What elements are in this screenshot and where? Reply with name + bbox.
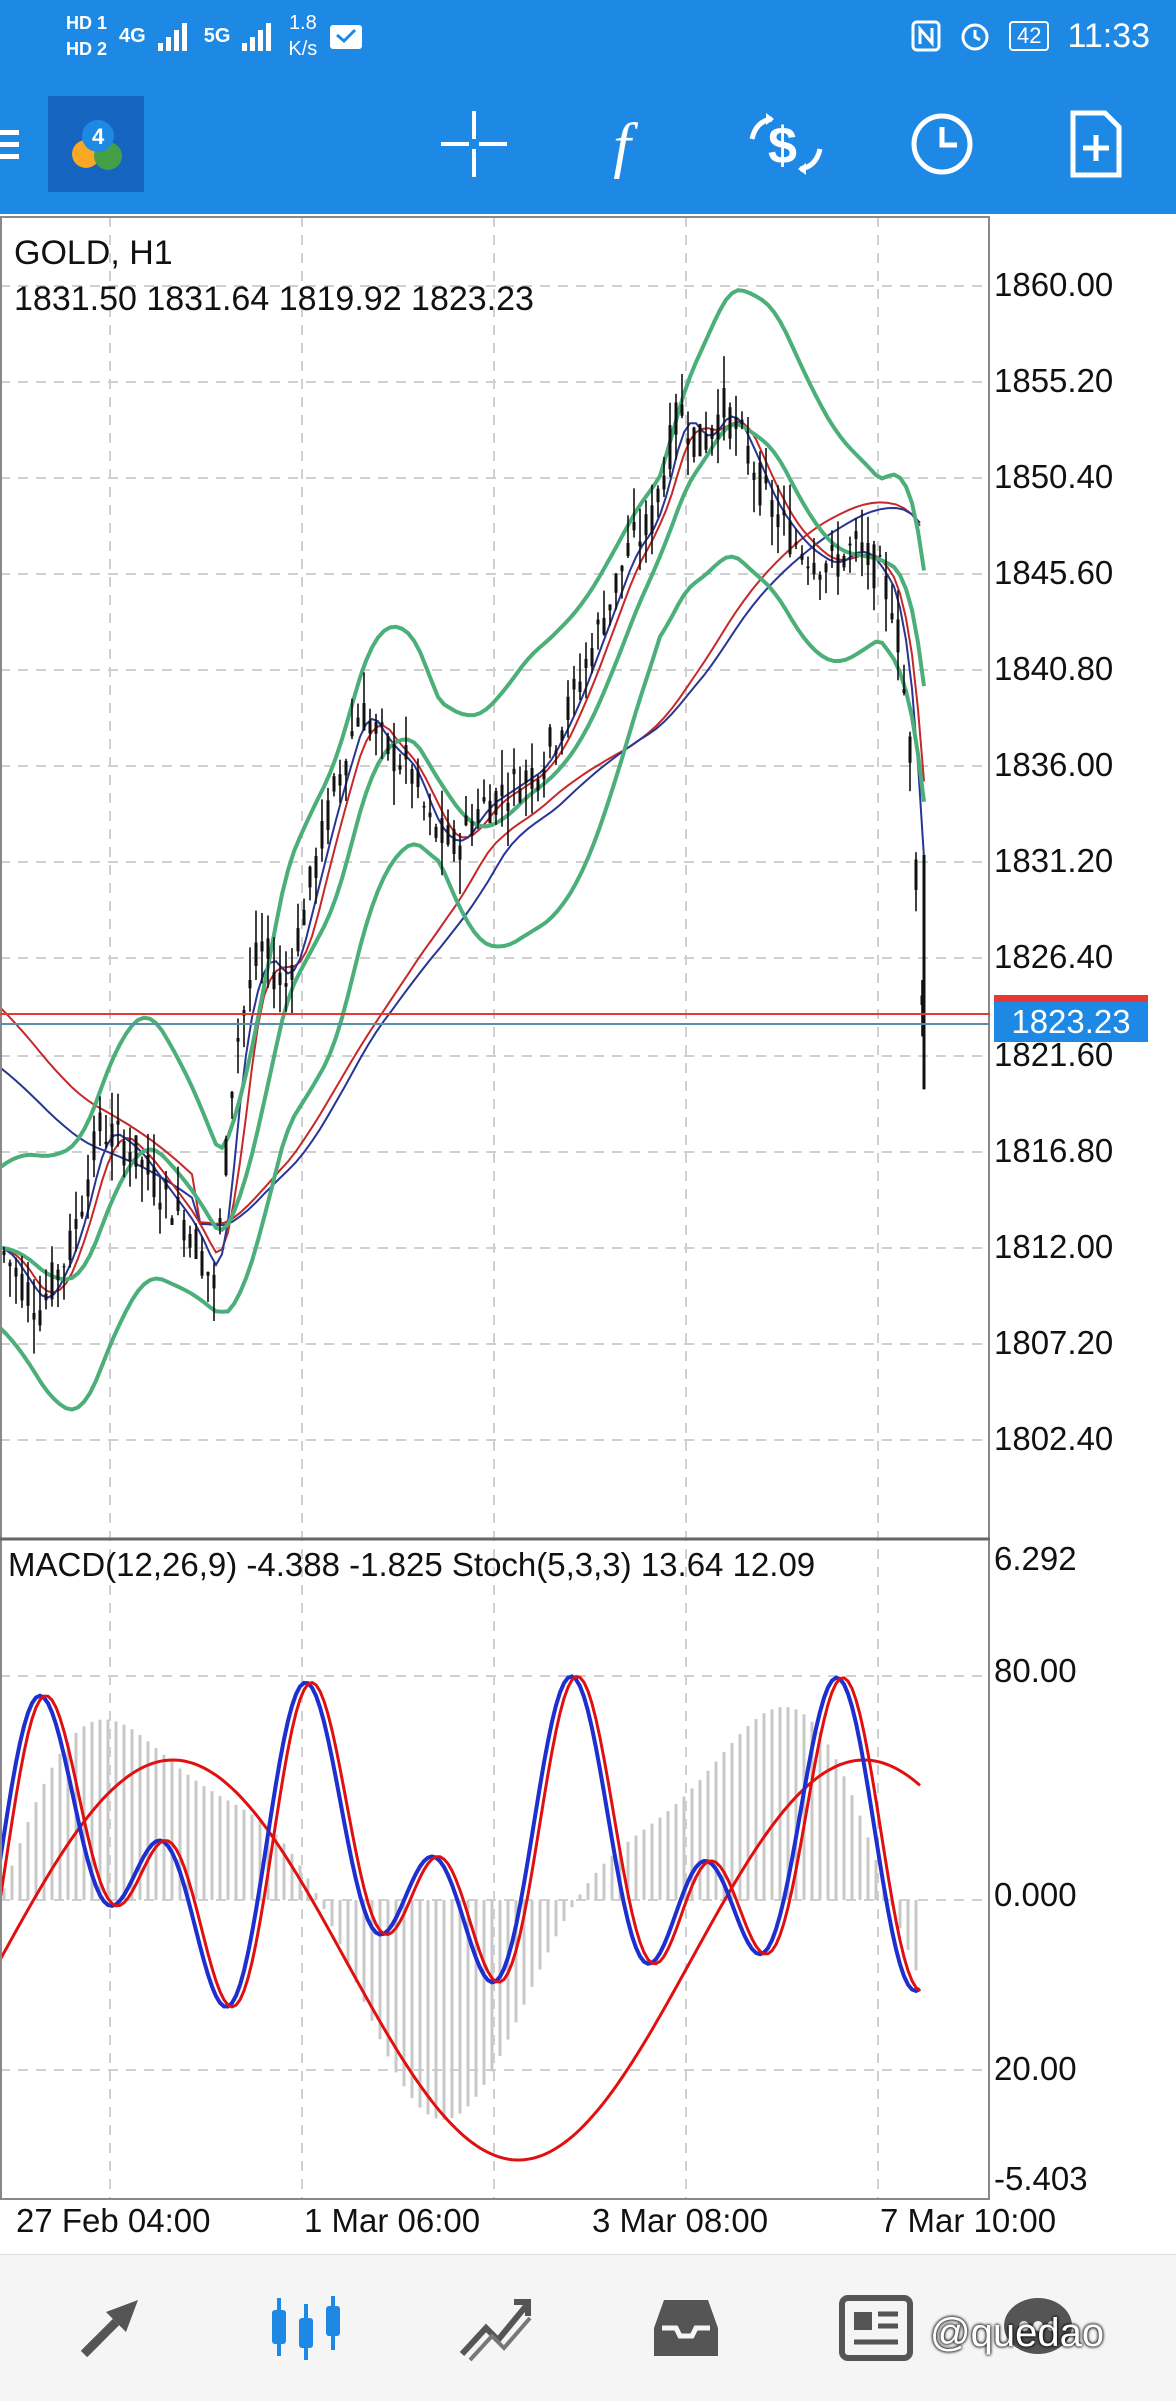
indicator-axis-label: 80.00 — [994, 1652, 1077, 1689]
stoch-main-line — [0, 1674, 921, 2009]
signal-bars-icon — [157, 23, 187, 51]
chat-icon[interactable] — [990, 2287, 1086, 2367]
bollinger-lower-line — [0, 554, 926, 1412]
alarm-icon — [961, 23, 989, 51]
bollinger-upper-line — [0, 288, 926, 1170]
current-price-badge: 1823.23 — [994, 1002, 1148, 1042]
signal-bars-2-icon — [242, 23, 272, 51]
price-axis-label: 1855.20 — [994, 362, 1114, 399]
svg-text:f: f — [613, 110, 639, 179]
status-right: 42 11:33 — [911, 6, 1150, 66]
macd-signal-line — [0, 1758, 921, 2162]
price-axis-label: 1836.00 — [994, 746, 1114, 783]
news-icon[interactable] — [828, 2287, 924, 2367]
quotes-icon[interactable] — [68, 2287, 164, 2367]
network-1-label: HD 1 — [66, 13, 108, 33]
bid-marker — [994, 995, 1148, 1003]
time-axis-label: 27 Feb 04:00 — [16, 2202, 211, 2239]
watermark-text: @quedao — [930, 2311, 1105, 2355]
price-axis-label: 1821.60 — [994, 1036, 1114, 1073]
network-2-label: HD 2 — [66, 39, 108, 59]
new-document-icon[interactable] — [1048, 96, 1144, 192]
trade-nav-icon[interactable] — [448, 2287, 544, 2367]
indicator-caption: MACD(12,26,9) -4.388 -1.825 Stoch(5,3,3)… — [8, 1546, 816, 1583]
price-axis-label: 1840.80 — [994, 650, 1114, 687]
indicator-axis-label: 20.00 — [994, 2050, 1077, 2087]
symbol-title: GOLD, H1 — [14, 234, 173, 272]
svg-text:$: $ — [768, 117, 797, 175]
status-bar: HD 1 HD 2 4G 5G 1.8 K/s 42 11:33 — [0, 0, 1176, 74]
notification-icon — [330, 25, 363, 49]
clock-time: 11:33 — [1067, 16, 1150, 55]
svg-text:4: 4 — [92, 124, 105, 149]
stoch-signal-line — [0, 1674, 921, 2009]
function-icon[interactable]: f — [582, 96, 678, 192]
price-axis-label: 1845.60 — [994, 554, 1114, 591]
indicator-axis-label: 6.292 — [994, 1540, 1077, 1577]
nfc-icon — [911, 20, 941, 52]
time-axis-label: 1 Mar 06:00 — [304, 2202, 481, 2239]
speed-value: 1.8 — [288, 12, 317, 34]
time-axis-label: 3 Mar 08:00 — [592, 2202, 769, 2239]
price-chart[interactable] — [0, 214, 1176, 2254]
crosshair-icon[interactable] — [426, 96, 522, 192]
trade-icon[interactable]: $ — [738, 96, 834, 192]
indicator-axis-label: -5.403 — [994, 2160, 1088, 2197]
speed-unit: K/s — [288, 38, 318, 60]
net-speed: 1.8 K/s — [288, 10, 317, 62]
menu-icon[interactable] — [0, 96, 44, 192]
price-axis-label: 1816.80 — [994, 1132, 1114, 1169]
price-axis-label: 1850.40 — [994, 458, 1114, 495]
price-axis-label: 1831.20 — [994, 842, 1114, 879]
clock-icon[interactable] — [894, 96, 990, 192]
signal-2-label: 5G — [203, 24, 231, 47]
signal-1-label: 4G — [119, 24, 146, 47]
time-axis-label: 7 Mar 10:00 — [880, 2202, 1057, 2239]
chart-area[interactable]: GOLD, H1 1831.50 1831.64 1819.92 1823.23… — [0, 214, 1176, 2254]
metatrader-logo[interactable]: 4 — [48, 96, 144, 192]
app-logo-icon: 4 — [72, 120, 122, 170]
price-axis-label: 1812.00 — [994, 1228, 1114, 1265]
price-axis-label: 1826.40 — [994, 938, 1114, 975]
price-axis-label: 1807.20 — [994, 1324, 1114, 1361]
price-axis-label: 1860.00 — [994, 266, 1114, 303]
battery-level: 42 — [1008, 21, 1050, 51]
status-left: HD 1 HD 2 4G 5G 1.8 K/s — [66, 6, 363, 66]
top-toolbar: 4 f $ — [0, 74, 1176, 214]
chart-icon[interactable] — [258, 2287, 354, 2367]
bottom-navigation: @quedao — [0, 2254, 1176, 2401]
history-icon[interactable] — [638, 2287, 734, 2367]
ohlc-values: 1831.50 1831.64 1819.92 1823.23 — [14, 280, 534, 318]
indicator-axis-label: 0.000 — [994, 1876, 1077, 1913]
network-indicators: HD 1 HD 2 — [66, 10, 107, 62]
price-axis-label: 1802.40 — [994, 1420, 1114, 1457]
